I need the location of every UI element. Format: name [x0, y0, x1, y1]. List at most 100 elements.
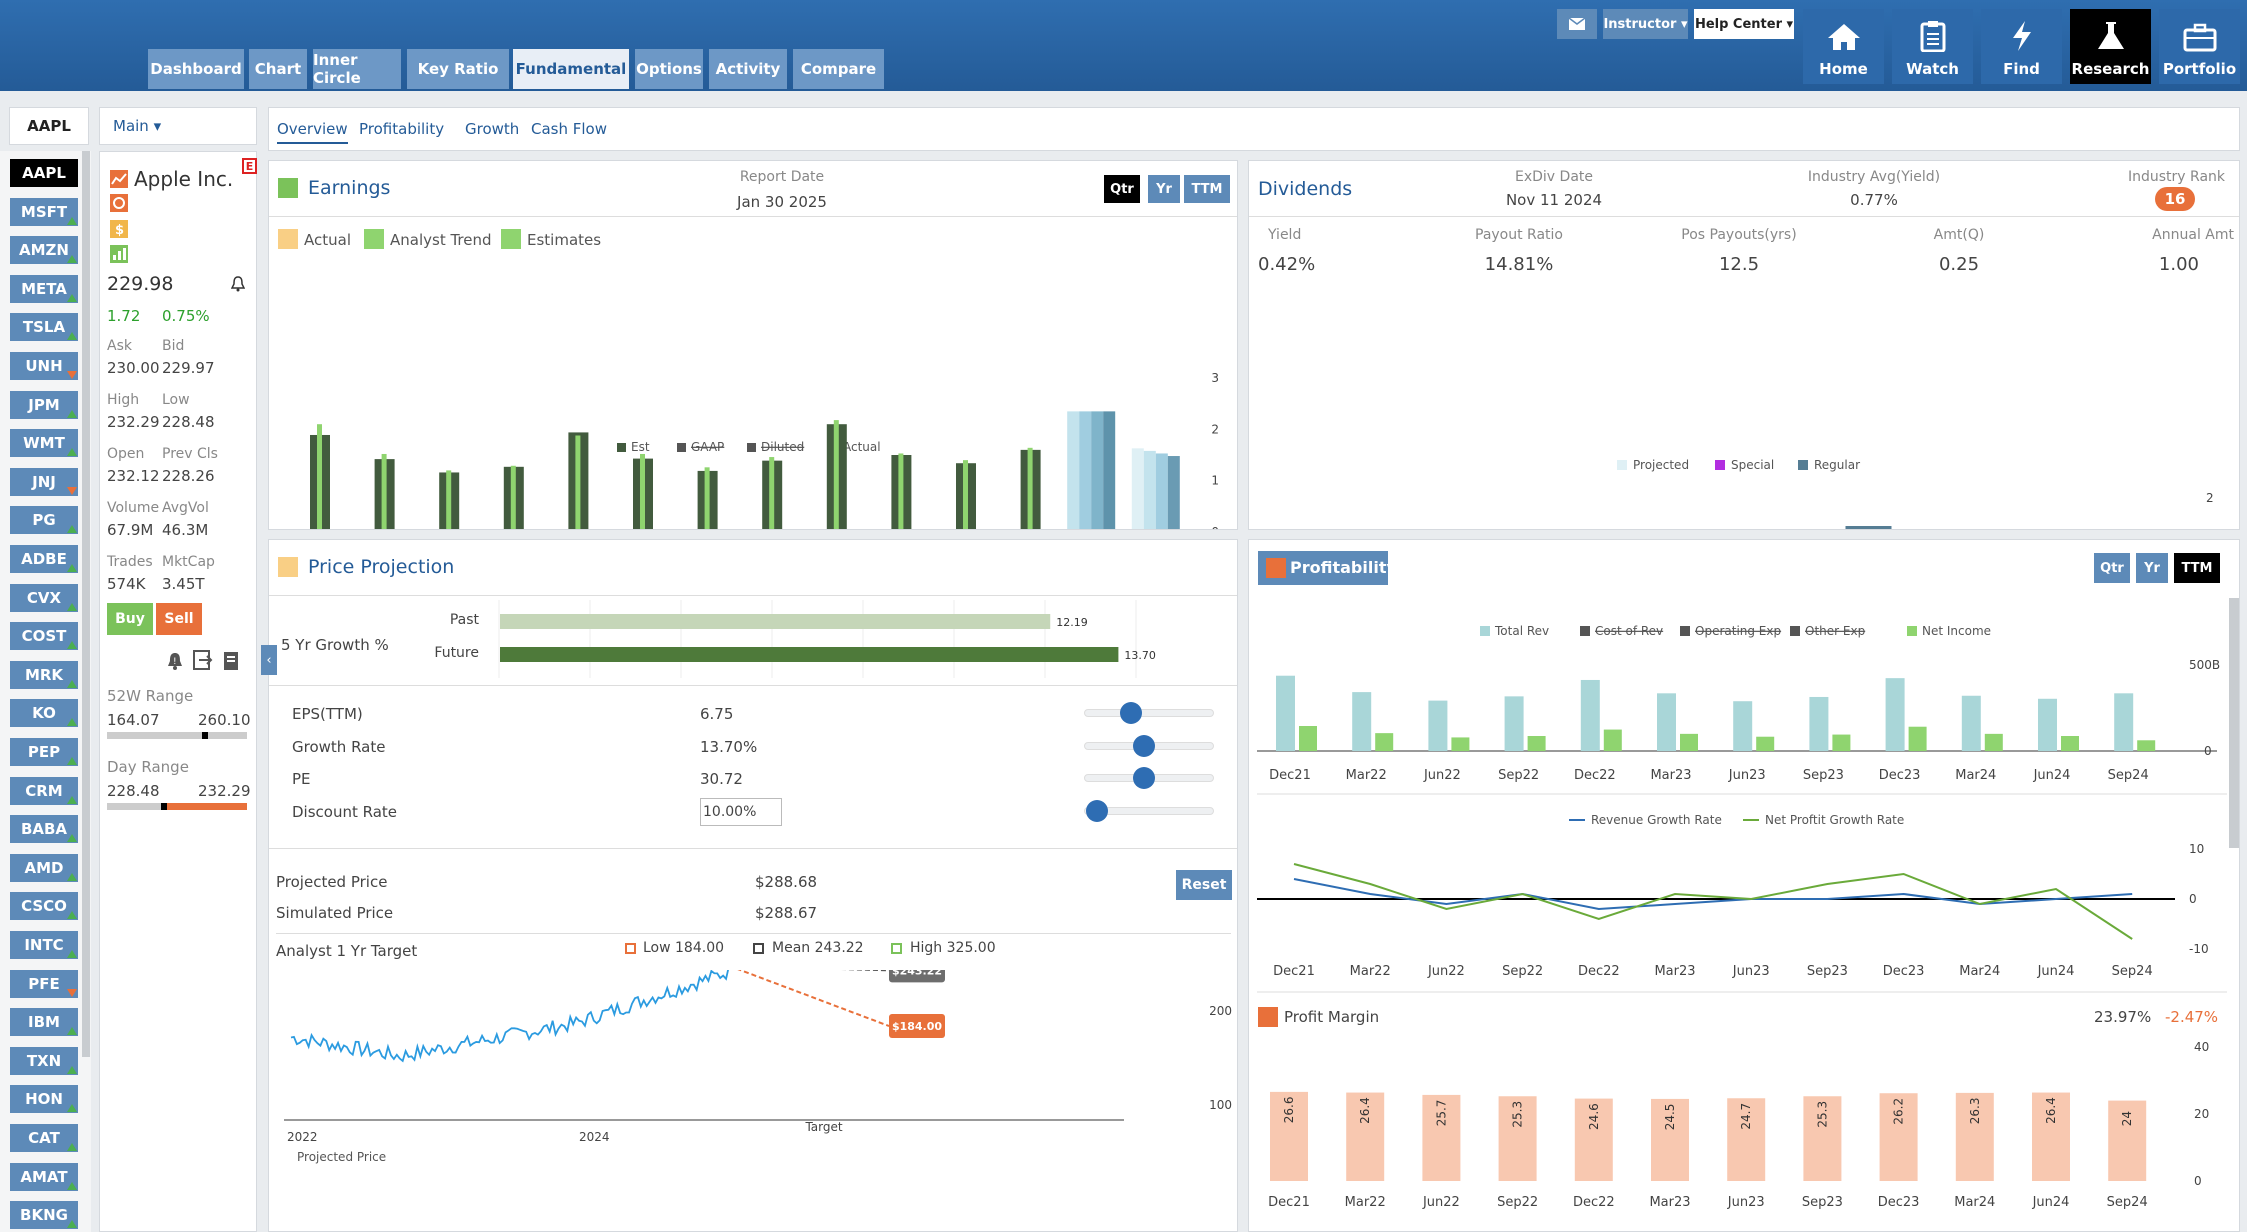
revenue-growth-line	[1293, 878, 2133, 911]
subtab-overview[interactable]: Overview	[277, 120, 348, 144]
watchlist-item-meta[interactable]: META	[10, 274, 78, 303]
buy-button[interactable]: Buy	[107, 603, 153, 635]
nav-tab-chart[interactable]: Chart	[249, 49, 307, 89]
watchlist-item-jnj[interactable]: JNJ	[10, 467, 78, 496]
bar-chart-icon[interactable]	[110, 245, 128, 263]
profitability-ttm-button[interactable]: TTM	[2174, 553, 2220, 583]
projection-slider-track[interactable]	[1084, 806, 1214, 815]
watch-button[interactable]: Watch	[1892, 9, 1973, 84]
home-button[interactable]: Home	[1803, 9, 1884, 84]
profitability-panel: Profitability Qtr Yr TTM Total Rev Cost o…	[1248, 539, 2240, 1232]
nav-tab-fundamental[interactable]: Fundamental	[513, 49, 629, 89]
watchlist-item-csco[interactable]: CSCO	[10, 892, 78, 921]
watchlist-item-cat[interactable]: CAT	[10, 1124, 78, 1152]
alert-icon[interactable]: !	[165, 651, 185, 671]
target-low-checkbox[interactable]	[625, 943, 636, 954]
watchlist-item-intc[interactable]: INTC	[10, 931, 78, 959]
net-income-bar	[1908, 726, 1927, 751]
net-income-bar	[1756, 736, 1775, 751]
nav-tab-inner-circle[interactable]: Inner Circle	[313, 49, 401, 89]
watchlist-item-amzn[interactable]: AMZN	[10, 236, 78, 265]
nav-tab-compare[interactable]: Compare	[793, 49, 884, 89]
projection-slider-track[interactable]	[1084, 709, 1214, 717]
mail-button[interactable]	[1557, 9, 1597, 39]
projection-y-tick: 200	[1209, 1004, 1232, 1018]
projection-slider-knob[interactable]	[1132, 734, 1155, 757]
symbol-input[interactable]: AAPL	[9, 107, 89, 145]
earnings-ttm-button[interactable]: TTM	[1184, 175, 1230, 203]
subtab-cash-flow[interactable]: Cash Flow	[531, 120, 607, 138]
watchlist-item-cvx[interactable]: CVX	[10, 583, 78, 612]
watchlist-item-aapl[interactable]: AAPL	[10, 159, 78, 187]
watchlist-item-tsla[interactable]: TSLA	[10, 313, 78, 342]
target-high-checkbox[interactable]	[891, 943, 902, 954]
watchlist-item-amd[interactable]: AMD	[10, 853, 78, 882]
projection-slider-knob[interactable]	[1119, 702, 1142, 724]
watchlist-item-pep[interactable]: PEP	[10, 738, 78, 766]
watchlist-item-msft[interactable]: MSFT	[10, 197, 78, 226]
earnings-yr-button[interactable]: Yr	[1148, 175, 1180, 203]
watchlist-item-baba[interactable]: BABA	[10, 815, 78, 844]
watchlist-item-hon[interactable]: HON	[10, 1085, 78, 1114]
profitability-yr-button[interactable]: Yr	[2136, 553, 2168, 583]
watchlist-item-pg[interactable]: PG	[10, 506, 78, 535]
nav-tab-dashboard[interactable]: Dashboard	[148, 49, 244, 89]
watchlist-item-ibm[interactable]: IBM	[10, 1008, 78, 1037]
nav-tab-key-ratio[interactable]: Key Ratio	[407, 49, 509, 89]
target-mean-checkbox[interactable]	[753, 943, 764, 954]
sell-button[interactable]: Sell	[156, 603, 202, 635]
subtab-growth[interactable]: Growth	[465, 120, 520, 138]
profit-growth-line	[1293, 863, 2133, 940]
watchlist-scrollbar[interactable]	[82, 151, 90, 1057]
watchlist-item-adbe[interactable]: ADBE	[10, 545, 78, 573]
watchlist-symbol: AMZN	[19, 241, 69, 260]
portfolio-button[interactable]: Portfolio	[2159, 9, 2240, 84]
nav-tab-options[interactable]: Options	[635, 49, 703, 89]
instructor-dropdown[interactable]: Instructor ▾	[1603, 9, 1688, 39]
payout-ratio-value: 14.81%	[1484, 254, 1554, 275]
target-low-line	[737, 970, 890, 1027]
total-rev-bar	[2114, 693, 2134, 751]
projection-title: Price Projection	[308, 556, 455, 578]
watchlist-item-txn[interactable]: TXN	[10, 1046, 78, 1075]
profit-margin-change: -2.47%	[2165, 1008, 2219, 1026]
watchlist-item-ko[interactable]: KO	[10, 699, 78, 728]
export-icon[interactable]	[193, 650, 213, 670]
watchlist-item-cost[interactable]: COST	[10, 622, 78, 651]
profitability-scrollbar[interactable]	[2229, 598, 2239, 848]
bell-icon[interactable]	[231, 276, 245, 292]
reset-button[interactable]: Reset	[1176, 870, 1232, 900]
watchlist-item-crm[interactable]: CRM	[10, 776, 78, 805]
watchlist-item-mrk[interactable]: MRK	[10, 660, 78, 689]
help-center-dropdown[interactable]: Help Center ▾	[1694, 9, 1794, 39]
projection-slider-knob[interactable]	[1132, 767, 1155, 789]
profit-margin-bar	[1727, 1098, 1766, 1181]
watchlist-item-jpm[interactable]: JPM	[10, 390, 78, 419]
total-rev-bar	[1657, 693, 1676, 751]
nav-tab-activity[interactable]: Activity	[709, 49, 787, 89]
research-button[interactable]: Research	[2070, 9, 2151, 84]
watchlist-item-pfe[interactable]: PFE	[10, 969, 78, 998]
watchlist-item-unh[interactable]: UNH	[10, 352, 78, 380]
subtab-profitability[interactable]: Profitability	[359, 120, 445, 138]
watchlist-symbol: PEP	[27, 743, 61, 761]
find-button[interactable]: Find	[1981, 9, 2062, 84]
earnings-header-divider	[269, 216, 1237, 217]
watchlist-item-amat[interactable]: AMAT	[10, 1162, 78, 1191]
collapse-handle[interactable]: ‹	[261, 645, 277, 675]
circle-icon[interactable]	[110, 194, 128, 212]
52w-range-marker	[202, 732, 209, 739]
svg-text:$: $	[115, 223, 124, 238]
chart-mini-icon[interactable]	[110, 170, 128, 188]
dollar-icon[interactable]: $	[110, 220, 128, 238]
earnings-qtr-button[interactable]: Qtr	[1104, 175, 1140, 203]
profitability-qtr-button[interactable]: Qtr	[2094, 553, 2130, 583]
watchlist-item-bkng[interactable]: BKNG	[10, 1201, 78, 1230]
total-rev-bar	[1580, 679, 1600, 751]
watchlist-item-wmt[interactable]: WMT	[10, 429, 78, 458]
discount-rate-input[interactable]: 10.00%	[700, 797, 782, 826]
target-high-label: High 325.00	[910, 940, 996, 956]
view-select[interactable]: Main ▾	[99, 107, 257, 145]
projection-slider-knob[interactable]	[1086, 799, 1108, 822]
notes-icon[interactable]	[221, 651, 241, 671]
